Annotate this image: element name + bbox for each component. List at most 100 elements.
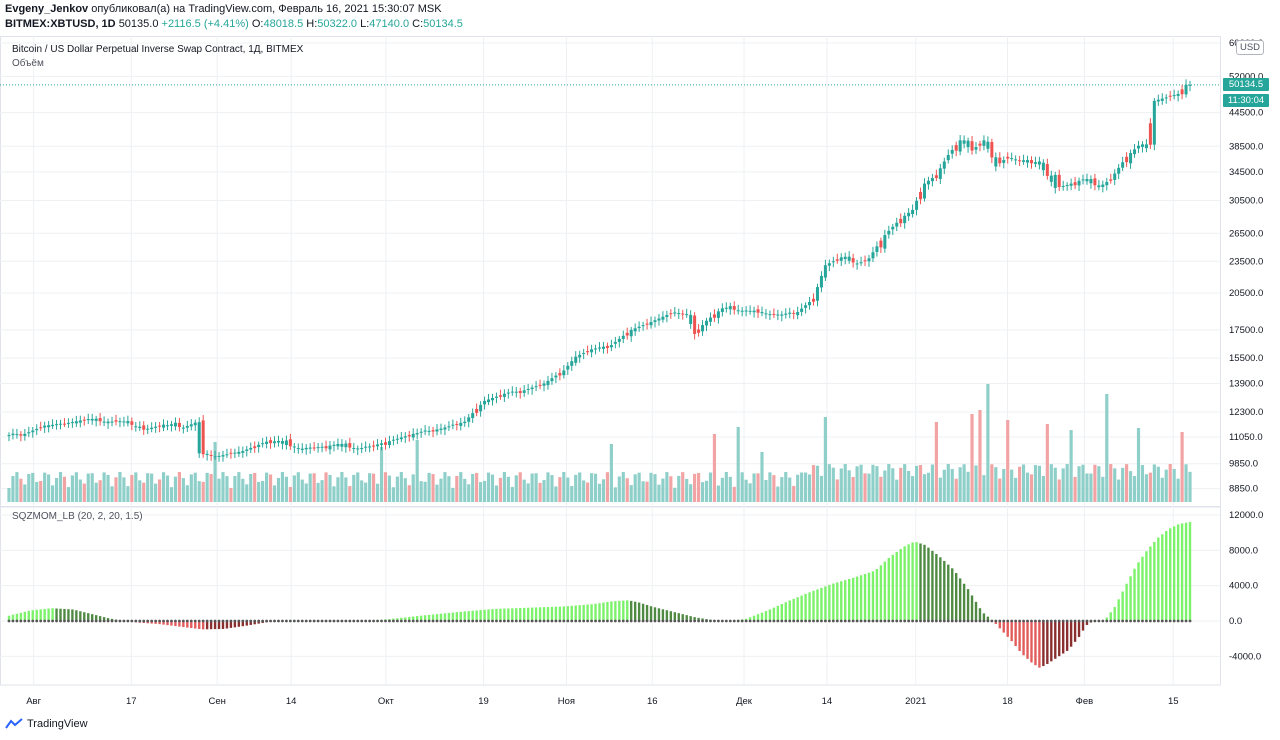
momentum-bar <box>245 621 248 626</box>
squeeze-dot <box>891 619 895 623</box>
time-tick-label: 17 <box>126 696 137 707</box>
candle-body <box>788 312 792 314</box>
candle-body <box>502 393 506 397</box>
squeeze-dot <box>863 619 867 623</box>
squeeze-dot <box>697 619 700 623</box>
volume-bar <box>181 478 185 502</box>
volume-bar <box>237 472 241 502</box>
time-tick-label: 14 <box>822 696 833 707</box>
candle-body <box>55 424 59 426</box>
momentum-bar <box>459 611 462 621</box>
momentum-bar <box>669 611 673 621</box>
squeeze-dot <box>919 619 922 623</box>
squeeze-dot <box>784 619 788 623</box>
volume-bar <box>201 481 205 502</box>
squeeze-dot <box>732 619 736 623</box>
volume-bar <box>261 480 265 502</box>
volume-bar <box>494 485 499 502</box>
volume-bar <box>70 475 74 502</box>
momentum-bar <box>752 615 756 621</box>
squeeze-dot <box>851 619 855 623</box>
candle-body <box>867 258 871 262</box>
volume-bar <box>1006 420 1010 502</box>
momentum-bar <box>820 587 823 621</box>
squeeze-dot <box>364 619 368 623</box>
volume-bar <box>1010 469 1014 502</box>
momentum-bar <box>780 604 783 621</box>
time-tick-label: 19 <box>478 696 489 707</box>
squeeze-dot <box>760 619 764 623</box>
tradingview-logo-icon[interactable] <box>5 718 23 730</box>
candle-body <box>1097 185 1101 188</box>
momentum-bar <box>225 621 229 629</box>
candle-body <box>475 408 479 413</box>
momentum-bar <box>554 606 558 621</box>
candle-body <box>1022 160 1026 162</box>
candle-body <box>720 308 724 312</box>
momentum-bar <box>986 616 990 621</box>
candle-body <box>942 161 946 169</box>
candle-body <box>1026 160 1030 163</box>
candle-body <box>451 424 455 426</box>
volume-bar <box>700 482 705 502</box>
squeeze-dot <box>372 619 375 623</box>
momentum-bar <box>1042 621 1045 667</box>
time-tick-label: Ноя <box>558 696 575 707</box>
candle-body <box>657 318 661 321</box>
volume-bar <box>1065 464 1069 502</box>
ohlc-line: BITMEX:XBTUSD, 1D 50135.0 +2116.5 (+4.41… <box>5 18 463 30</box>
squeeze-dot <box>213 619 217 623</box>
volume-bar <box>970 414 974 502</box>
chart-area[interactable]: 60000.052000.044500.038500.034500.030500… <box>0 36 1280 716</box>
squeeze-dot <box>241 619 245 623</box>
candle-body <box>1014 159 1018 161</box>
volume-bar <box>479 482 483 502</box>
candle-body <box>66 422 70 424</box>
candle-body <box>839 257 843 261</box>
momentum-bar <box>645 604 649 621</box>
candle-body <box>328 445 332 450</box>
volume-bar <box>1117 479 1121 502</box>
candle-body <box>764 313 768 315</box>
volume-bar <box>368 473 372 502</box>
volume-bar <box>66 487 71 502</box>
momentum-bar <box>594 603 597 621</box>
squeeze-dot <box>27 619 31 623</box>
candle-body <box>300 448 304 450</box>
momentum-bar <box>530 607 534 621</box>
momentum-bar <box>800 595 803 621</box>
candle-body <box>859 262 863 264</box>
squeeze-dot <box>475 619 479 623</box>
footer-brand[interactable]: TradingView <box>27 718 88 730</box>
volume-bar <box>712 434 717 502</box>
high-label: H: <box>306 18 318 30</box>
squeeze-dot <box>67 619 70 623</box>
candle-body <box>796 311 800 316</box>
candle-body <box>748 310 752 312</box>
squeeze-dot <box>657 619 661 623</box>
volume-bar <box>1188 471 1192 502</box>
volume-bar <box>102 472 106 502</box>
momentum-bar <box>927 547 930 621</box>
oscillator-tick-label: 0.0 <box>1229 616 1242 627</box>
squeeze-dot <box>530 619 534 623</box>
volume-bar <box>482 480 487 502</box>
momentum-bar <box>816 589 819 621</box>
squeeze-dot <box>181 619 185 623</box>
volume-bar <box>50 485 55 502</box>
squeeze-dot <box>130 619 134 623</box>
candle-body <box>1117 167 1121 174</box>
candle-body <box>126 421 130 424</box>
candle-body <box>1101 184 1105 187</box>
momentum-bar <box>915 542 918 621</box>
squeeze-dot <box>70 619 74 623</box>
squeeze-dot <box>221 619 225 623</box>
volume-bar <box>847 470 851 502</box>
candle-body <box>578 354 582 358</box>
momentum-bar <box>1085 621 1089 625</box>
author-name[interactable]: Evgeny_Jenkov <box>5 3 89 15</box>
candle-body <box>114 420 118 422</box>
momentum-bar <box>673 612 676 621</box>
squeeze-dot <box>788 619 792 623</box>
currency-badge[interactable]: USD <box>1236 40 1264 55</box>
